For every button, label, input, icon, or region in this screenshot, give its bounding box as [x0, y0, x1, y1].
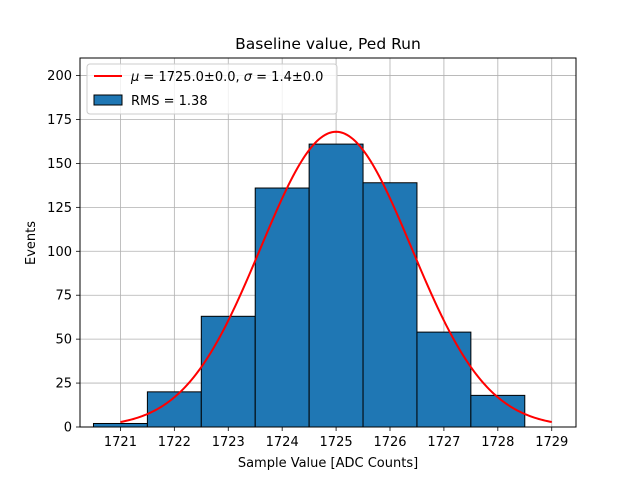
- chart-title: Baseline value, Ped Run: [235, 35, 421, 53]
- histogram-bar: [254, 187, 310, 428]
- y-tick-label: 200: [47, 69, 72, 84]
- histogram-bar: [362, 182, 418, 428]
- legend: μ = 1725.0±0.0, σ = 1.4±0.0 RMS = 1.38: [86, 63, 338, 115]
- x-tick-label: 1721: [104, 435, 137, 450]
- histogram-bar: [92, 422, 148, 428]
- fit-curve: [120, 130, 552, 424]
- legend-mu-symbol: μ: [130, 70, 139, 85]
- histogram-bar: [470, 394, 526, 428]
- legend-sigma-value: = 1.4±0.0: [252, 70, 323, 85]
- y-tick-label: 100: [47, 245, 72, 260]
- y-tick-label: 150: [47, 157, 72, 172]
- x-tick-label: 1722: [158, 435, 191, 450]
- legend-mu-value: = 1725.0±0.0,: [139, 70, 243, 85]
- y-tick-label: 175: [47, 113, 72, 128]
- y-tick-label: 50: [55, 333, 72, 348]
- x-tick-label: 1725: [320, 435, 353, 450]
- x-tick-label: 1729: [535, 435, 568, 450]
- y-tick-label: 0: [64, 421, 72, 436]
- y-tick-label: 75: [55, 289, 72, 304]
- x-tick-label: 1728: [481, 435, 514, 450]
- legend-histogram-swatch: [93, 94, 123, 106]
- x-tick-label: 1723: [212, 435, 245, 450]
- plot-frame: [79, 57, 577, 428]
- x-axis-label: Sample Value [ADC Counts]: [238, 456, 418, 471]
- legend-fit-label: μ = 1725.0±0.0, σ = 1.4±0.0: [130, 70, 323, 85]
- x-tick-label: 1724: [266, 435, 299, 450]
- x-tick-label: 1726: [373, 435, 406, 450]
- legend-sigma-symbol: σ: [244, 70, 253, 85]
- histogram-bar: [416, 331, 472, 428]
- legend-box: [86, 63, 338, 115]
- histogram-bar: [200, 315, 256, 428]
- histogram-bars: [92, 143, 526, 428]
- y-axis-ticks: 0 25 50 75 100 125 150 175 200: [47, 69, 80, 436]
- gaussian-fit: [120, 130, 552, 424]
- x-axis-ticks: 1721 1722 1723 1724 1725 1726 1727 1728 1729: [104, 427, 568, 450]
- histogram-bar: [308, 143, 364, 428]
- y-axis-label: Events: [24, 221, 39, 265]
- legend-histogram-label: RMS = 1.38: [131, 94, 208, 109]
- x-tick-label: 1727: [427, 435, 460, 450]
- y-tick-label: 25: [55, 377, 72, 392]
- y-tick-label: 125: [47, 201, 72, 216]
